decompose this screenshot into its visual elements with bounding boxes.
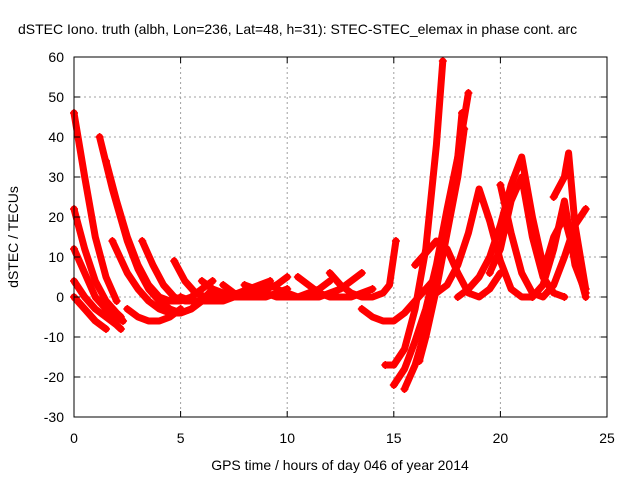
x-tick-label: 20 bbox=[493, 430, 509, 446]
series-line bbox=[454, 153, 547, 301]
series-line bbox=[411, 237, 504, 301]
series-arc-31 bbox=[539, 213, 590, 301]
series-arc-09 bbox=[123, 305, 185, 325]
y-tick-label: 50 bbox=[48, 89, 64, 105]
series-end-marker bbox=[458, 109, 467, 117]
chart-title: dSTEC Iono. truth (albh, Lon=236, Lat=48… bbox=[18, 21, 577, 37]
x-tick-label: 15 bbox=[386, 430, 402, 446]
y-tick-label: 0 bbox=[56, 289, 64, 305]
series-start-marker bbox=[123, 305, 132, 313]
series-end-marker bbox=[119, 317, 128, 325]
y-tick-label: -30 bbox=[44, 409, 64, 425]
series-start-marker bbox=[432, 289, 441, 297]
series-arc-20 bbox=[381, 57, 447, 369]
series-start-marker bbox=[272, 285, 281, 293]
series-end-marker bbox=[464, 89, 473, 97]
series-end-marker bbox=[208, 277, 217, 285]
y-axis-label: dSTEC / TECUs bbox=[5, 186, 21, 288]
series-line bbox=[70, 109, 121, 305]
x-axis-label: GPS time / hours of day 046 of year 2014 bbox=[211, 457, 469, 473]
series-end-marker bbox=[112, 297, 121, 305]
series-start-marker bbox=[411, 261, 420, 269]
series-end-marker bbox=[101, 325, 110, 333]
series-start-marker bbox=[197, 277, 206, 285]
series-start-marker bbox=[539, 269, 548, 277]
series-line bbox=[70, 245, 127, 325]
series-line bbox=[381, 57, 447, 369]
series-start-marker bbox=[549, 193, 558, 201]
series-end-marker bbox=[176, 305, 185, 313]
series-start-marker bbox=[325, 269, 334, 277]
series-end-marker bbox=[116, 325, 125, 333]
series-line bbox=[70, 277, 125, 333]
series-end-marker bbox=[357, 269, 366, 277]
series-start-marker bbox=[138, 237, 147, 245]
series-line bbox=[108, 237, 217, 317]
series-start-marker bbox=[101, 157, 110, 165]
series-end-marker bbox=[391, 237, 400, 245]
series-layer bbox=[70, 57, 590, 393]
y-tick-label: -10 bbox=[44, 329, 64, 345]
series-start-marker bbox=[293, 273, 302, 281]
series-arc-18 bbox=[325, 237, 400, 301]
ticks: 0 5 10 15 20 25 -30 -20 -10 0 10 20 30 40 50 60 bbox=[44, 49, 615, 446]
series-line bbox=[123, 305, 185, 325]
y-tick-label: 20 bbox=[48, 209, 64, 225]
y-tick-label: 30 bbox=[48, 169, 64, 185]
series-line bbox=[550, 149, 590, 293]
y-tick-label: 40 bbox=[48, 129, 64, 145]
series-start-marker bbox=[219, 281, 228, 289]
x-tick-label: 25 bbox=[599, 430, 615, 446]
series-start-marker bbox=[389, 381, 398, 389]
series-end-marker bbox=[560, 293, 569, 301]
series-start-marker bbox=[381, 361, 390, 369]
series-arc-16 bbox=[272, 269, 366, 301]
y-tick-label: -20 bbox=[44, 369, 64, 385]
y-tick-label: 10 bbox=[48, 249, 64, 265]
series-line bbox=[432, 185, 536, 301]
series-start-marker bbox=[357, 305, 366, 313]
series-start-marker bbox=[176, 293, 185, 301]
series-line bbox=[539, 213, 590, 301]
series-line bbox=[273, 269, 366, 301]
series-start-marker bbox=[496, 181, 505, 189]
series-end-marker bbox=[581, 205, 590, 213]
series-end-marker bbox=[283, 273, 292, 281]
series-end-marker bbox=[438, 57, 447, 65]
series-line bbox=[358, 273, 440, 325]
plot-frame bbox=[73, 56, 608, 418]
series-start-marker bbox=[95, 133, 104, 141]
series-line bbox=[326, 237, 400, 301]
series-end-marker bbox=[368, 285, 377, 293]
x-tick-label: 0 bbox=[70, 430, 78, 446]
series-end-marker bbox=[581, 293, 590, 301]
series-start-marker bbox=[485, 269, 494, 277]
series-start-marker bbox=[400, 385, 409, 393]
series-line bbox=[415, 125, 468, 365]
series-start-marker bbox=[415, 357, 424, 365]
x-tick-label: 5 bbox=[177, 430, 185, 446]
y-tick-label: 60 bbox=[48, 49, 64, 65]
series-start-marker bbox=[170, 257, 179, 265]
series-start-marker bbox=[528, 293, 537, 301]
series-start-marker bbox=[108, 237, 117, 245]
series-arc-23 bbox=[415, 125, 469, 365]
series-start-marker bbox=[240, 281, 249, 289]
x-tick-label: 10 bbox=[279, 430, 295, 446]
series-end-marker bbox=[460, 125, 469, 133]
series-start-marker bbox=[453, 293, 462, 301]
series-line bbox=[70, 293, 110, 333]
